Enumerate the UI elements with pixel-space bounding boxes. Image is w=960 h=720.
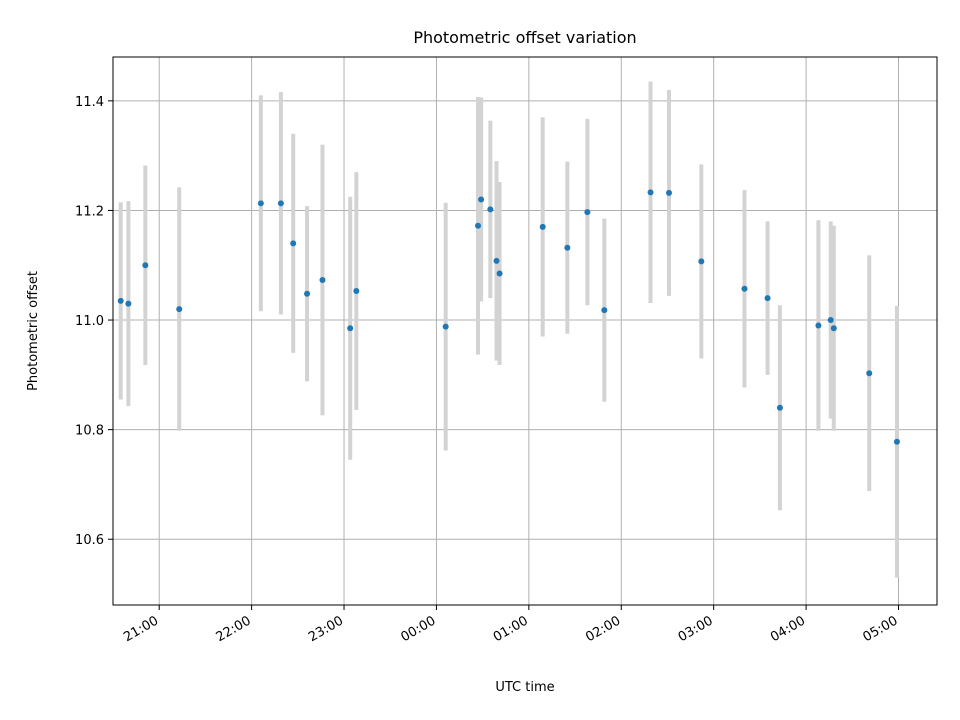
y-axis-label: Photometric offset [26,271,41,391]
data-point [539,223,546,230]
data-point [319,277,326,284]
data-point [442,323,449,330]
y-tick-label: 11.2 [75,204,104,219]
data-point [117,297,124,304]
data-point [647,189,654,196]
data-point [353,287,360,294]
data-point [487,206,494,213]
data-point [347,325,354,332]
data-point [493,257,500,264]
data-point [866,370,873,377]
data-point [827,317,834,324]
y-tick-label: 11.0 [75,314,104,329]
data-point [475,222,482,229]
data-point [478,196,485,203]
data-point [893,438,900,445]
y-tick-label: 11.4 [75,95,104,110]
grid-layer [113,57,937,605]
y-tick-label: 10.6 [75,533,104,548]
data-point [176,306,183,313]
data-point [698,258,705,265]
point-layer [117,189,900,445]
data-point [564,244,571,251]
plot-frame [112,56,938,606]
chart-title: Photometric offset variation [413,28,636,47]
data-point [277,200,284,207]
data-point [830,325,837,332]
data-point [815,322,822,329]
data-point [496,270,503,277]
x-axis-label: UTC time [495,680,554,695]
data-point [584,209,591,216]
data-point [601,307,608,314]
data-point [666,189,673,196]
data-point [257,200,264,207]
data-point [142,262,149,269]
data-point [290,240,297,247]
data-point [125,300,132,307]
y-tick-label: 10.8 [75,424,104,439]
data-point [304,290,311,297]
data-point [741,285,748,292]
data-point [776,404,783,411]
data-point [764,295,771,302]
